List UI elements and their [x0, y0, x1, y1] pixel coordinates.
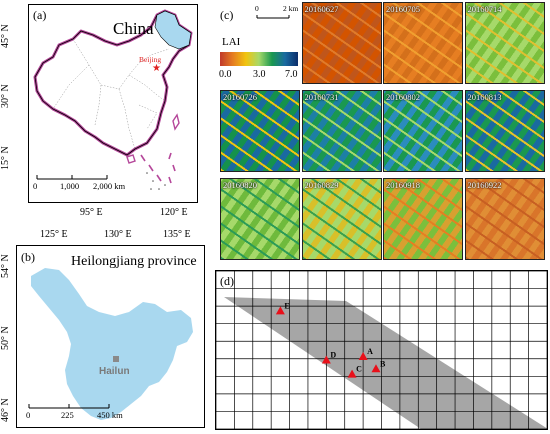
lai-tile-date: 20160802: [386, 92, 420, 102]
panel-b-title: Heilongjiang province: [71, 254, 197, 269]
lai-tile: 20160705: [383, 2, 463, 84]
lai-tile: 20160714: [464, 2, 545, 84]
scale-a-1000: 1,000: [60, 181, 80, 191]
sample-point-e: [275, 306, 285, 315]
lai-tile: 20160813: [464, 90, 545, 172]
panel-b-map: (b) Heilongjiang province Hailun 0 225 4…: [16, 245, 205, 428]
lat-tick-54: 54° N: [0, 254, 11, 278]
sample-point-label: E: [284, 301, 289, 310]
lai-tile-date: 20160922: [467, 180, 502, 190]
sample-point-label: D: [330, 351, 336, 360]
heilongjiang-svg: [28, 268, 193, 420]
scale-b-0: 0: [26, 410, 31, 420]
heilongjiang-shape: [31, 268, 193, 420]
lai-tile-date: 20160918: [386, 180, 420, 190]
lon-tick-120: 120° E: [160, 207, 188, 218]
scale-bar-a: [36, 175, 108, 180]
lai-legend-title: LAI: [222, 36, 241, 48]
china-outline-inner: [34, 10, 192, 156]
lai-tiles: 20160627 20160705 20160714 20160726 20160731…: [220, 2, 546, 264]
panel-d-label: (d): [220, 274, 234, 288]
lat-tick-30: 30° N: [0, 84, 11, 108]
lon-tick-135: 135° E: [163, 229, 191, 240]
scale-c-0: 0: [255, 4, 259, 13]
lon-tick-130: 130° E: [104, 229, 132, 240]
lat-tick-46: 46° N: [0, 398, 11, 422]
sample-point-b: [371, 364, 381, 373]
lai-tile-date: 20160731: [304, 92, 339, 102]
panel-a-map: ★ (a) China Beijing 0 1,000 2,000 km: [28, 4, 198, 203]
lat-tick-45: 45° N: [0, 24, 11, 48]
scale-bar-c-svg: [256, 15, 290, 19]
scale-a-0: 0: [33, 181, 38, 191]
grid-lines: [216, 271, 547, 429]
scale-b-225: 225: [61, 410, 74, 420]
china-map-svg: ★: [33, 9, 193, 190]
lai-tile: 20160922: [464, 178, 545, 260]
panel-a-title: China: [113, 19, 154, 38]
hailun-marker: [113, 356, 119, 362]
grid-svg: E D AC B: [216, 271, 547, 429]
taiwan-island: [172, 113, 180, 131]
lai-tick-3: 3.0: [253, 69, 266, 80]
scale-a-2000: 2,000 km: [93, 181, 126, 191]
lai-tile-date: 20160829: [304, 180, 339, 190]
lai-tick-0: 0.0: [219, 69, 232, 80]
scale-bar-c: [253, 7, 293, 19]
sample-point-label: C: [356, 365, 362, 374]
lat-tick-15: 15° N: [0, 146, 11, 170]
heilongjiang-region: [154, 10, 192, 50]
sample-point-label: B: [380, 359, 386, 368]
lai-tile: 20160802: [383, 90, 463, 172]
scale-b-450: 450 km: [97, 410, 123, 420]
lat-tick-50: 50° N: [0, 326, 11, 350]
lai-tile: 20160829: [301, 178, 382, 260]
beijing-star: ★: [152, 63, 161, 74]
lai-tile-date: 20160705: [386, 4, 420, 14]
lon-tick-125: 125° E: [40, 229, 68, 240]
beijing-label: Beijing: [139, 55, 162, 64]
lai-tile-date: 20160813: [467, 92, 502, 102]
lai-tile: 20160918: [383, 178, 463, 260]
scale-c-2km: 2 km: [283, 4, 299, 13]
hainan-island: [126, 154, 136, 164]
sample-point-c: [347, 369, 357, 378]
lai-tile: 20160731: [301, 90, 382, 172]
province-borders: [52, 38, 170, 150]
islands-dots: [146, 172, 166, 190]
lai-tile-date: 20160627: [304, 4, 339, 14]
lai-tile: 20160627: [301, 2, 382, 84]
lai-tile-date: 20160714: [467, 4, 502, 14]
sample-point-label: A: [367, 347, 373, 356]
lon-tick-95: 95° E: [80, 207, 103, 218]
south-china-sea-islands: [140, 152, 176, 184]
lai-tile: 20160726: [220, 90, 300, 172]
sample-point-d: [321, 355, 331, 364]
sample-point-a: [358, 352, 368, 361]
study-swath: [224, 297, 547, 429]
sample-points: E D AC B: [275, 301, 386, 378]
hailun-label: Hailun: [99, 366, 130, 377]
lai-tick-7: 7.0: [285, 69, 298, 80]
lai-tile: 20160820: [220, 178, 300, 260]
scale-bar-b: [28, 404, 110, 409]
panel-c-label: (c): [220, 8, 234, 22]
panel-a-label: (a): [33, 8, 47, 22]
panel-b-label: (b): [21, 250, 35, 264]
lai-tile-date: 20160726: [223, 92, 257, 102]
lai-tile-date: 20160820: [223, 180, 257, 190]
lai-colorbar: [220, 52, 298, 66]
